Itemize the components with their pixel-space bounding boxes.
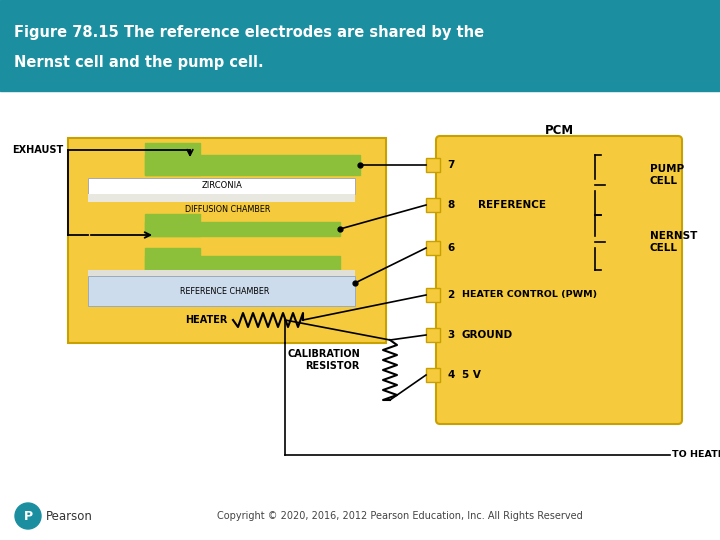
Bar bbox=[88, 178, 355, 194]
Text: REFERENCE: REFERENCE bbox=[478, 200, 546, 210]
Text: PUMP
CELL: PUMP CELL bbox=[650, 164, 684, 186]
Bar bbox=[0, 0, 720, 88]
Bar bbox=[88, 276, 355, 306]
Bar bbox=[145, 143, 200, 175]
Bar bbox=[145, 222, 340, 236]
FancyBboxPatch shape bbox=[436, 136, 682, 424]
Text: TO HEATER RELAY (+): TO HEATER RELAY (+) bbox=[672, 450, 720, 460]
Text: DIFFUSION CHAMBER: DIFFUSION CHAMBER bbox=[185, 206, 271, 214]
Text: 2: 2 bbox=[447, 290, 454, 300]
Bar bbox=[145, 248, 200, 270]
Text: Copyright © 2020, 2016, 2012 Pearson Education, Inc. All Rights Reserved: Copyright © 2020, 2016, 2012 Pearson Edu… bbox=[217, 511, 583, 521]
Text: Figure 78.15 The reference electrodes are shared by the: Figure 78.15 The reference electrodes ar… bbox=[14, 24, 484, 39]
Text: REFERENCE CHAMBER: REFERENCE CHAMBER bbox=[180, 287, 269, 295]
Text: 6: 6 bbox=[447, 243, 454, 253]
Text: Pearson: Pearson bbox=[46, 510, 93, 523]
Bar bbox=[426, 288, 440, 302]
Text: CALIBRATION
RESISTOR: CALIBRATION RESISTOR bbox=[287, 349, 360, 371]
Text: Nernst cell and the pump cell.: Nernst cell and the pump cell. bbox=[14, 55, 264, 70]
Text: 3: 3 bbox=[447, 330, 454, 340]
Text: HEATER CONTROL (PWM): HEATER CONTROL (PWM) bbox=[462, 291, 597, 300]
Bar bbox=[88, 194, 355, 202]
Bar bbox=[145, 214, 200, 236]
Circle shape bbox=[15, 503, 41, 529]
Bar bbox=[145, 155, 360, 175]
Text: 8: 8 bbox=[447, 200, 454, 210]
Bar bbox=[426, 198, 440, 212]
Text: GROUND: GROUND bbox=[462, 330, 513, 340]
Bar bbox=[426, 328, 440, 342]
Bar bbox=[88, 270, 355, 276]
Text: ZIRCONIA: ZIRCONIA bbox=[202, 181, 243, 191]
Text: PCM: PCM bbox=[544, 124, 574, 137]
Text: 4: 4 bbox=[447, 370, 454, 380]
Text: 7: 7 bbox=[447, 160, 454, 170]
Text: HEATER: HEATER bbox=[186, 315, 228, 325]
Text: EXHAUST: EXHAUST bbox=[12, 145, 63, 155]
Bar bbox=[426, 241, 440, 255]
Bar bbox=[145, 256, 340, 270]
Bar bbox=[68, 138, 386, 343]
Text: 5 V: 5 V bbox=[462, 370, 481, 380]
Text: NERNST
CELL: NERNST CELL bbox=[650, 231, 698, 253]
Bar bbox=[0, 88, 720, 91]
Text: P: P bbox=[24, 510, 32, 523]
Bar bbox=[426, 158, 440, 172]
Bar bbox=[426, 368, 440, 382]
